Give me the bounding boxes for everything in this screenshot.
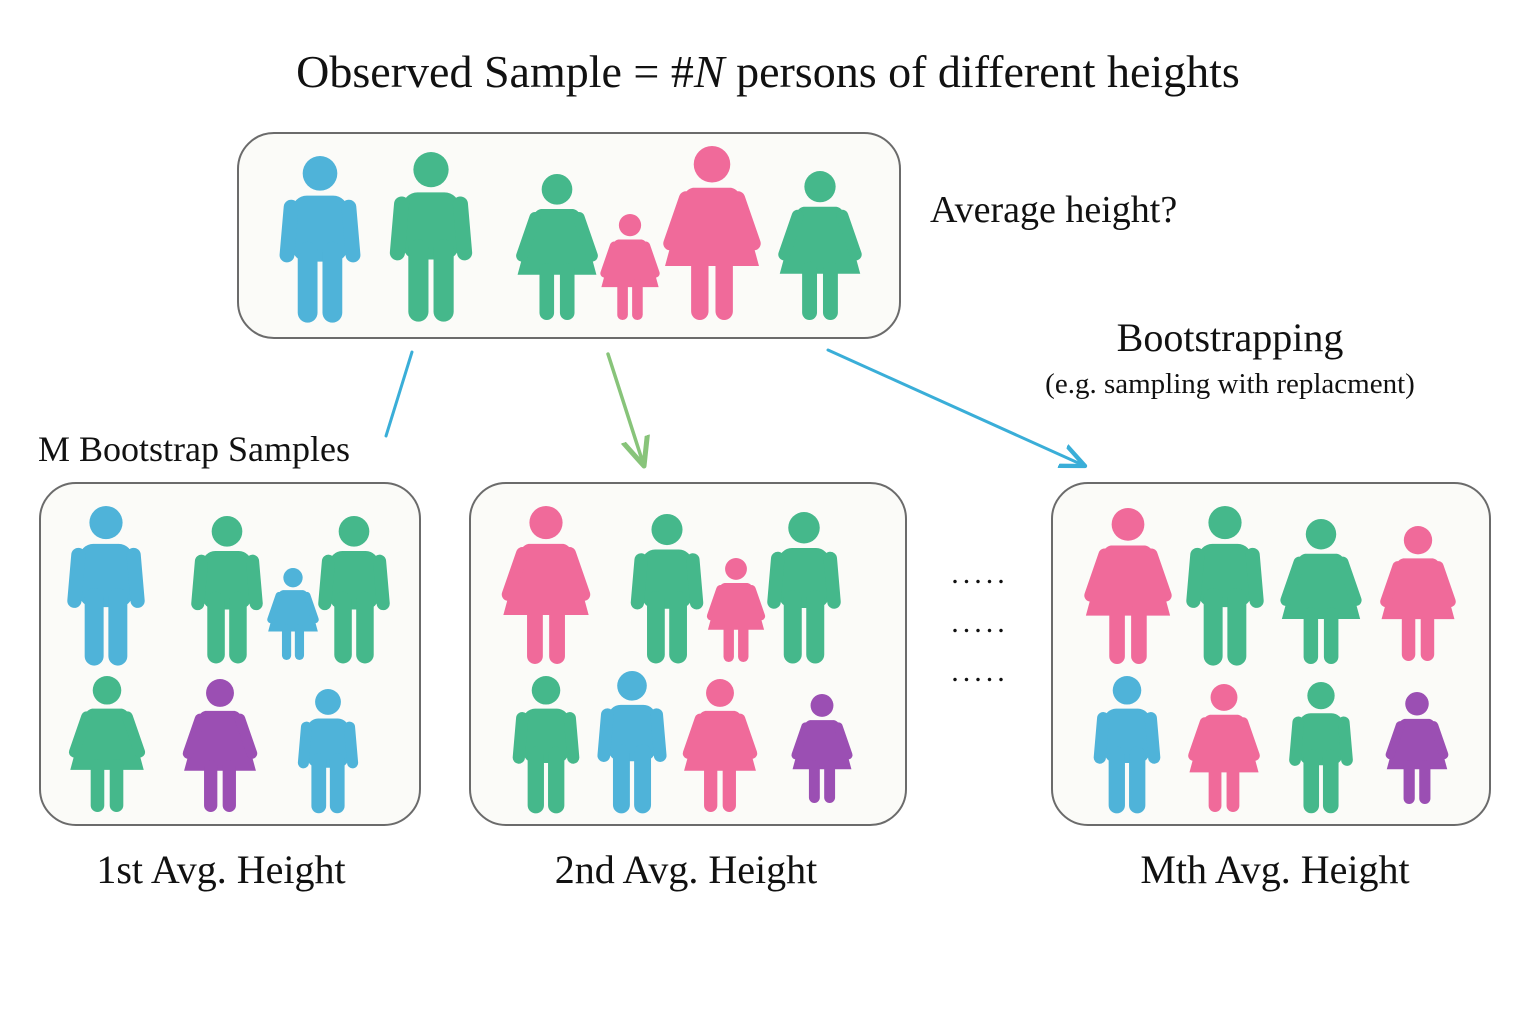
title-suffix: persons of different heights [724, 46, 1240, 97]
bootstrap-sample-m-people [1084, 506, 1456, 814]
ellipsis-row-1: ..... [951, 557, 1009, 590]
man-figure-icon [1186, 506, 1264, 666]
average-height-question: Average height? [930, 189, 1178, 231]
arrow-to-sample-m [826, 348, 1085, 466]
child-figure-icon [600, 214, 660, 321]
man-figure-icon [318, 516, 390, 664]
observed-people [279, 146, 862, 323]
woman-figure-icon [1084, 508, 1172, 665]
woman-figure-icon [516, 174, 598, 321]
woman-figure-icon [68, 676, 146, 813]
bootstrapping-note: (e.g. sampling with replacment) [1045, 368, 1415, 400]
man-figure-icon [1093, 676, 1161, 814]
bootstrap-sample-2-people [501, 506, 853, 814]
woman-figure-icon [1380, 526, 1456, 661]
man-figure-icon [597, 671, 667, 814]
caption-sample-1: 1st Avg. Height [96, 847, 346, 892]
woman-figure-icon [682, 679, 758, 812]
ellipsis-row-2: ..... [951, 606, 1009, 639]
man-figure-icon [191, 516, 263, 664]
man-figure-icon [767, 512, 841, 664]
man-figure-icon [67, 506, 145, 666]
woman-figure-icon [501, 506, 591, 664]
man-figure-icon [297, 689, 359, 814]
woman-figure-icon [182, 679, 258, 812]
man-figure-icon [630, 514, 704, 664]
diagram-title: Observed Sample = #N persons of differen… [0, 45, 1536, 98]
caption-sample-2: 2nd Avg. Height [554, 847, 818, 892]
man-figure-icon [279, 156, 361, 323]
child-figure-icon [267, 568, 319, 661]
woman-figure-icon [1188, 684, 1260, 812]
woman-figure-icon [778, 171, 862, 320]
bootstrap-sample-1-people [67, 506, 390, 814]
arrow-to-sample-2 [606, 352, 644, 466]
bootstrap-samples-label: M Bootstrap Samples [38, 429, 350, 469]
man-figure-icon [389, 152, 473, 322]
man-figure-icon [1289, 682, 1353, 814]
woman-figure-icon [663, 146, 761, 320]
title-prefix: Observed Sample = # [296, 46, 694, 97]
child-figure-icon [706, 558, 766, 662]
woman-figure-icon [1385, 692, 1449, 805]
child-figure-icon [791, 694, 853, 803]
title-variable: N [693, 46, 725, 97]
caption-sample-m: Mth Avg. Height [1140, 847, 1410, 892]
ellipsis-row-3: ..... [951, 655, 1009, 688]
man-figure-icon [512, 676, 580, 814]
connector-line-to-sample-1 [384, 350, 414, 438]
bootstrapping-label: Bootstrapping [1116, 315, 1344, 360]
woman-figure-icon [1280, 519, 1362, 664]
